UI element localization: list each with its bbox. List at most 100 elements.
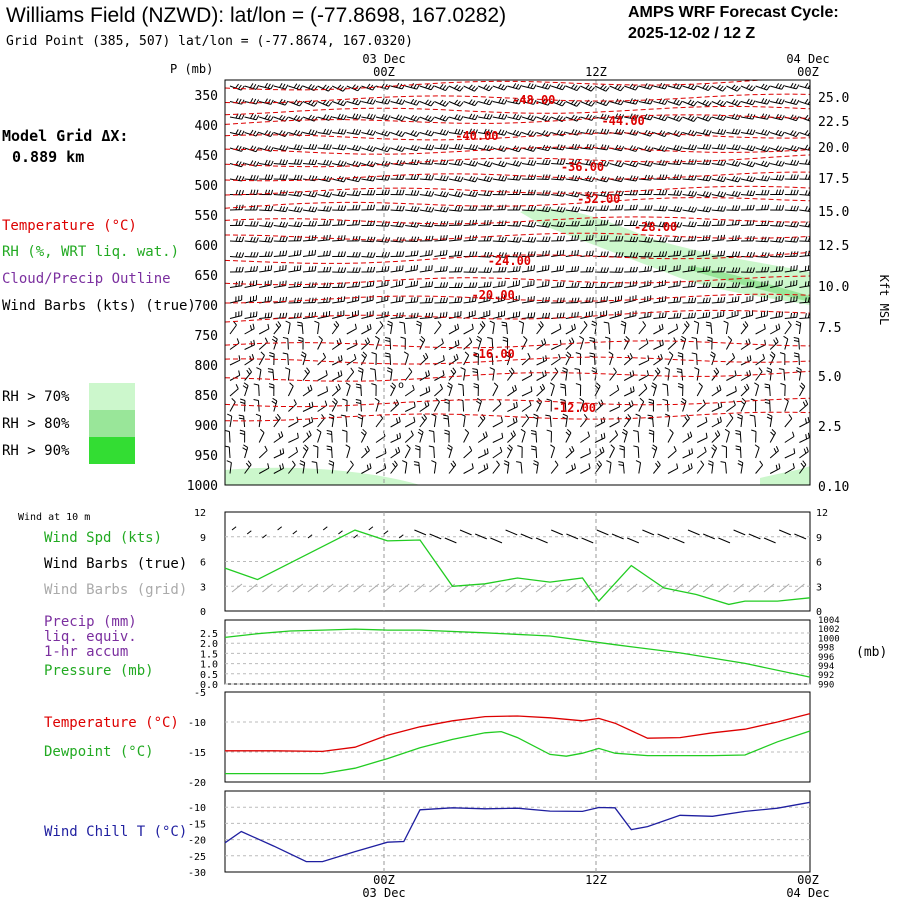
wind-barb-flag (692, 236, 693, 241)
wind-barb-flag (749, 339, 751, 344)
wind-barb-flag (315, 160, 317, 165)
wind-barb-flag (732, 220, 733, 225)
wind-barb-flag (472, 177, 474, 181)
wind-barb-flag (300, 102, 303, 106)
wind-barb-flag (432, 265, 433, 270)
wind-barb-flag (356, 387, 361, 388)
wind-barb-flag (315, 192, 317, 196)
wind-barb-flag (563, 250, 564, 255)
wind-barb-flag (303, 447, 307, 450)
wind-barb-flag (662, 237, 664, 242)
wind-barb-flag (592, 207, 594, 212)
wind-barb-flag (458, 324, 459, 329)
wind-barb-flag (764, 162, 767, 166)
wind-barb-flag (385, 190, 386, 195)
wind-barb-flag (426, 175, 428, 180)
wind-barb-flag (473, 220, 474, 225)
wind-barb-flag (677, 463, 678, 468)
wind-barb-flag (372, 353, 377, 354)
pressure-tick: 700 (195, 299, 218, 314)
wind-barb-flag (604, 252, 605, 257)
wind-barb (391, 438, 401, 443)
wind-barb-flag (399, 99, 401, 103)
wind-barb-flag (703, 191, 705, 195)
wind-barb-flag (513, 146, 516, 150)
wind-barb-flag (236, 190, 238, 195)
wind-barb-flag (356, 191, 358, 196)
wind-barb-flag (811, 85, 814, 89)
wind-barb-flag (513, 418, 514, 423)
wind-barb-flag (279, 433, 281, 438)
wind-barb (449, 329, 459, 334)
wind-barb-flag (428, 85, 431, 89)
wind-barb-flag (373, 253, 375, 258)
wind-barb-flag (373, 131, 375, 135)
wind-barb-flag (732, 191, 734, 196)
wind-barb-flag (326, 115, 329, 119)
wind-barb-flag (680, 191, 682, 196)
wind-barb-flag (534, 222, 536, 227)
wind-barb-flag (645, 313, 646, 318)
wind-barb-flag (630, 221, 631, 226)
wind-barb-flag (356, 252, 358, 257)
wind-barb-flag (534, 414, 539, 416)
wind-barb-flag (432, 222, 434, 227)
wind-barb-flag (567, 429, 571, 432)
wind-barb-flag (400, 433, 401, 438)
wind-barb-flag (250, 325, 251, 330)
wind-barb-flag (735, 161, 737, 165)
wind-barb (493, 438, 503, 443)
wind-barb-flag (271, 100, 273, 104)
wind-barb-flag (542, 384, 544, 388)
wind-barb (464, 329, 474, 334)
wind-barb-flag (694, 86, 697, 90)
wind-barb-flag (674, 115, 677, 119)
wind-barb-flag (719, 385, 721, 390)
wind-barb-flag (718, 114, 721, 118)
wind-barb-flag (658, 356, 660, 361)
wind-barb-flag (699, 383, 703, 386)
wind-barb (245, 359, 254, 365)
wind-barb-flag (327, 433, 332, 434)
wind-barb-flag (268, 313, 269, 318)
swatch-rh90 (89, 437, 135, 464)
wind-barb-flag (662, 84, 664, 88)
wind-barb-flag (428, 131, 431, 135)
wind-barb-flag (446, 221, 448, 226)
wind-barb-flag (414, 237, 416, 242)
wind-barb-flag (776, 130, 779, 134)
wind-barb-flag (621, 324, 626, 326)
wind-barb-flag (250, 98, 252, 102)
wind-barb (405, 390, 414, 396)
wind-barb (288, 452, 297, 458)
wind-barb-flag (283, 337, 288, 338)
wind-barb-flag (265, 206, 267, 211)
wind-barb-flag (403, 251, 404, 256)
cycle-label: AMPS WRF Forecast Cycle: (628, 4, 839, 21)
wind-barb-flag (648, 205, 649, 210)
surface-wind-barb-grid (354, 584, 364, 592)
wind-barb-flag (327, 283, 328, 288)
wind-barb-flag (528, 190, 529, 195)
wind-barb-flag (645, 114, 647, 118)
wind-barb-flag (633, 386, 634, 391)
wind-barb-flag (446, 145, 448, 150)
wind-barb-flag (394, 402, 396, 406)
surface-wind-barb-true (779, 530, 791, 535)
wind-barb-flag (765, 402, 770, 403)
wind-barb (288, 438, 298, 443)
windchill-ytick: -20 (188, 836, 206, 847)
wind-barb (770, 370, 771, 381)
wind-barb-flag (545, 415, 550, 416)
wind-barb-flag (431, 118, 434, 122)
wind-barb-flag (577, 87, 580, 91)
wind-barb (391, 422, 401, 427)
wind-barb-flag (338, 191, 340, 196)
wind-barb-flag (341, 115, 343, 119)
wind-barb-flag (344, 130, 346, 135)
wind-barb-flag (762, 252, 764, 257)
wind-barb-flag (811, 101, 814, 105)
wind-barb-flag (239, 221, 240, 226)
wind-barb-flag (718, 206, 720, 211)
wind-barb-flag (285, 146, 287, 150)
